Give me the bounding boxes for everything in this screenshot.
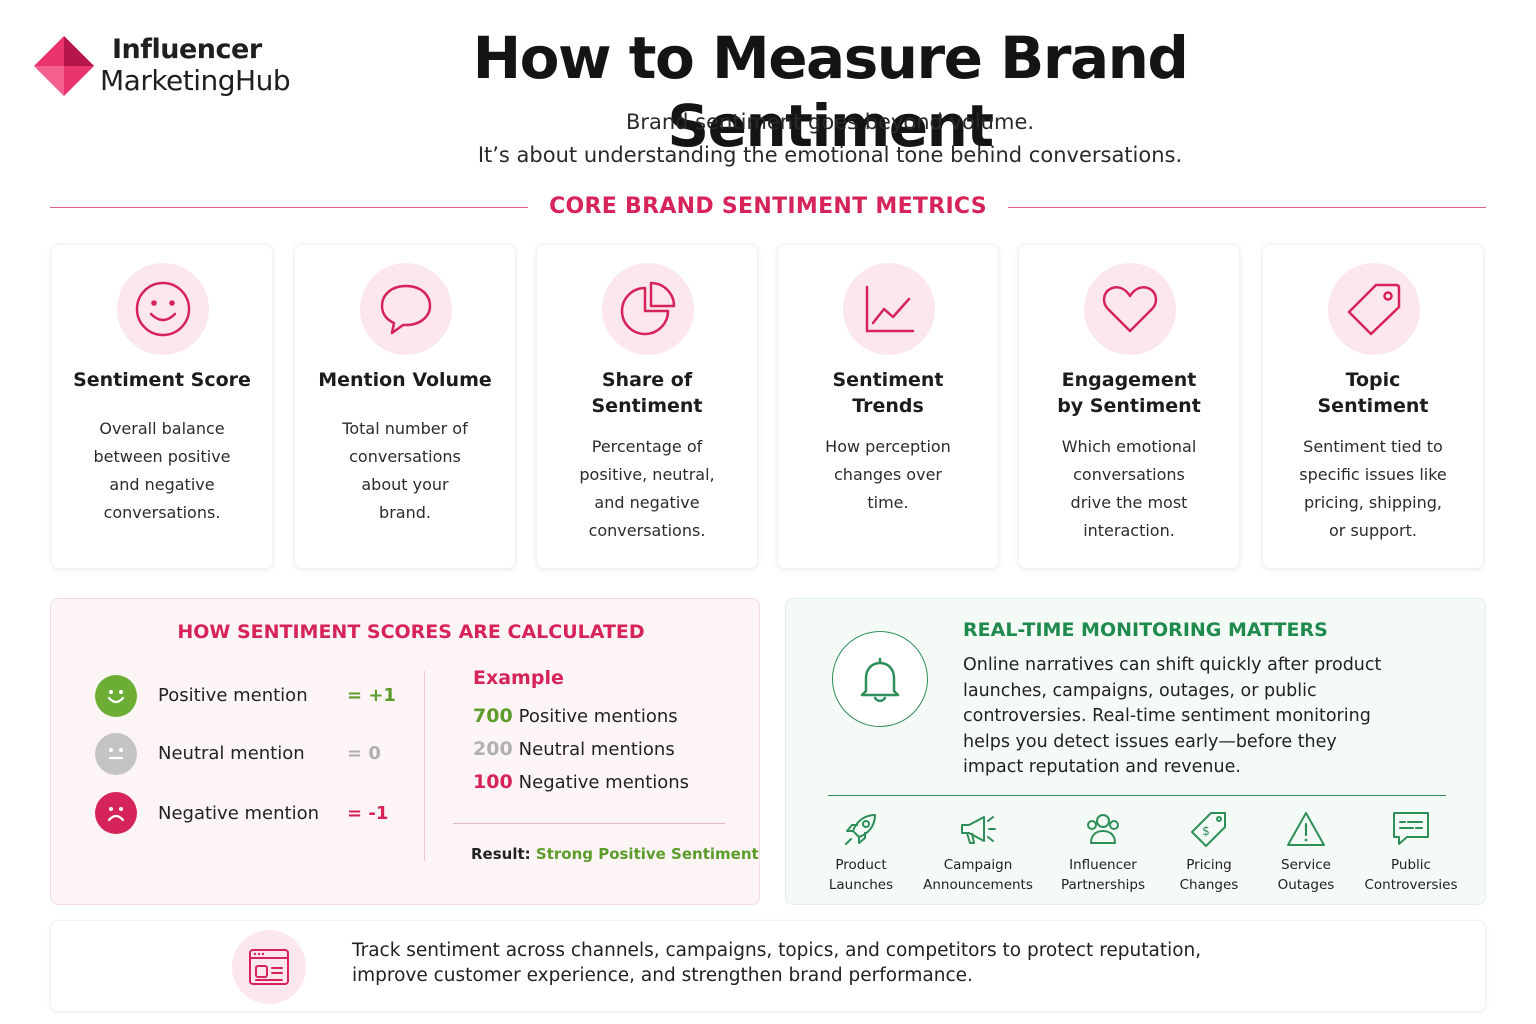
bell-icon — [832, 631, 928, 727]
calculation-title: HOW SENTIMENT SCORES ARE CALCULATED — [177, 621, 645, 643]
rocket-icon — [796, 809, 926, 849]
monitoring-title: REAL-TIME MONITORING MATTERS — [963, 619, 1328, 641]
trigger-product-launches: Product Launches — [796, 809, 926, 895]
warning-icon — [1241, 809, 1371, 849]
trigger-pricing-changes: $ Pricing Changes — [1144, 809, 1274, 895]
metric-title: Engagement by Sentiment — [1057, 369, 1201, 417]
dashboard-window-icon — [232, 930, 306, 1004]
example-row-negative: 100 Negative mentions — [473, 771, 690, 793]
page-subtitle: Brand sentiment goes beyond volume. It’s… — [330, 106, 1330, 172]
section-rule-left — [50, 207, 528, 208]
calculation-panel: HOW SENTIMENT SCORES ARE CALCULATED Posi… — [50, 598, 760, 905]
trigger-campaign-announcements: Campaign Announcements — [913, 809, 1043, 895]
footer-banner: Track sentiment across channels, campaig… — [50, 920, 1486, 1012]
score-label-positive: Positive mention — [158, 685, 308, 706]
brand-name-line1: Influencer — [112, 34, 262, 65]
metric-card-sentiment-score: Sentiment Score Overall balance between p… — [51, 244, 273, 569]
neutral-face-icon — [95, 733, 137, 775]
svg-text:$: $ — [1202, 824, 1210, 838]
score-label-neutral: Neutral mention — [158, 743, 305, 764]
speech-bubble-icon — [360, 263, 452, 355]
smiley-icon — [117, 263, 209, 355]
chat-icon — [1346, 809, 1476, 849]
price-tag-icon: $ — [1144, 809, 1274, 849]
example-result: Result: Strong Positive Sentiment — [471, 845, 759, 863]
monitoring-divider — [828, 795, 1446, 796]
metric-card-sentiment-trends: Sentiment Trends How perception changes ov… — [777, 244, 999, 569]
trigger-public-controversies: Public Controversies — [1346, 809, 1476, 895]
monitoring-panel: REAL-TIME MONITORING MATTERS Online narr… — [785, 598, 1486, 905]
trigger-service-outages: Service Outages — [1241, 809, 1371, 895]
score-value-neutral: = 0 — [347, 743, 381, 764]
subtitle-line-2: It’s about understanding the emotional t… — [477, 143, 1183, 167]
positive-face-icon — [95, 675, 137, 717]
metric-title: Share of Sentiment — [591, 369, 703, 417]
metric-card-topic-sentiment: Topic Sentiment Sentiment tied to specific… — [1262, 244, 1484, 569]
metric-description: Sentiment tied to specific issues like pri… — [1299, 437, 1447, 540]
pink-diamond-logo-icon — [34, 36, 94, 96]
calculation-divider — [424, 671, 425, 861]
score-label-negative: Negative mention — [158, 803, 319, 824]
trigger-influencer-partnerships: Influencer Partnerships — [1038, 809, 1168, 895]
line-chart-icon — [843, 263, 935, 355]
example-title: Example — [473, 667, 564, 689]
metric-card-mention-volume: Mention Volume Total number of conversati… — [294, 244, 516, 569]
metric-card-share-of-sentiment: Share of Sentiment Percentage of positive,… — [536, 244, 758, 569]
metric-description: Total number of conversations about your br… — [342, 419, 468, 522]
subtitle-line-1: Brand sentiment goes beyond volume. — [625, 110, 1035, 134]
metric-description: Which emotional conversations drive the mo… — [1061, 437, 1197, 540]
brand-name-line2: MarketingHub — [100, 64, 291, 97]
section-rule-right — [1008, 207, 1486, 208]
negative-face-icon — [95, 792, 137, 834]
example-row-neutral: 200 Neutral mentions — [473, 738, 675, 760]
metric-title: Sentiment Score — [73, 369, 251, 391]
score-value-positive: = +1 — [347, 685, 396, 706]
brand-logo[interactable]: Influencer MarketingHub — [30, 32, 330, 102]
megaphone-icon — [913, 809, 1043, 849]
metric-title: Mention Volume — [318, 369, 492, 391]
example-row-positive: 700 Positive mentions — [473, 705, 678, 727]
monitoring-body: Online narratives can shift quickly afte… — [963, 655, 1382, 777]
heart-icon — [1084, 263, 1176, 355]
metric-description: Overall balance between positive and negat… — [93, 419, 231, 522]
metric-title: Topic Sentiment — [1317, 369, 1429, 417]
metric-description: How perception changes over time. — [825, 437, 951, 512]
metric-title: Sentiment Trends — [832, 369, 944, 417]
pie-chart-icon — [602, 263, 694, 355]
score-value-negative: = -1 — [347, 803, 389, 824]
metric-card-engagement-by-sentiment: Engagement by Sentiment Which emotional co… — [1018, 244, 1240, 569]
tag-icon — [1328, 263, 1420, 355]
page-title: How to Measure Brand Sentiment — [472, 24, 1189, 160]
footer-text: Track sentiment across channels, campaig… — [352, 940, 1202, 986]
people-icon — [1038, 809, 1168, 849]
metrics-section-title: CORE BRAND SENTIMENT METRICS — [549, 194, 987, 219]
result-divider — [453, 823, 725, 824]
metric-description: Percentage of positive, neutral, and negat… — [579, 437, 715, 540]
